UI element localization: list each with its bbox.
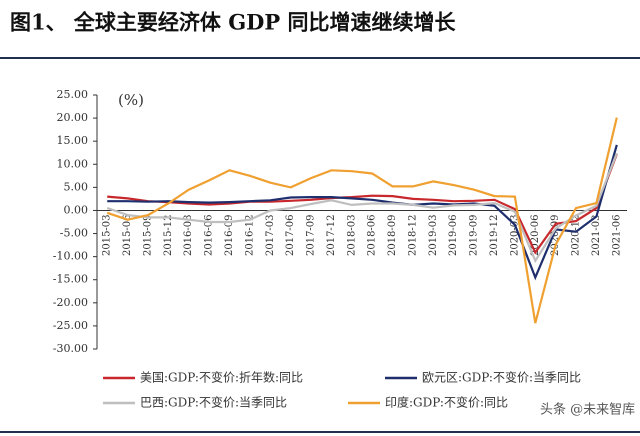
legend-label: 美国:GDP:不变价:折年数:同比 — [140, 370, 303, 385]
y-tick-label: -30.00 — [53, 342, 88, 355]
x-tick-label: 2017-09 — [306, 214, 317, 256]
y-tick-label: -20.00 — [53, 296, 88, 309]
x-tick-label: 2018-09 — [387, 214, 398, 256]
legend-label: 巴西:GDP:不变价:当季同比 — [140, 395, 287, 410]
y-tick-label: -15.00 — [53, 273, 88, 286]
y-tick-label: 0.00 — [64, 203, 89, 216]
y-tick-label: 25.00 — [57, 88, 89, 101]
x-tick-label: 2016-06 — [204, 214, 215, 256]
y-tick-label: 20.00 — [57, 111, 89, 124]
x-tick-label: 2017-03 — [265, 214, 276, 256]
x-tick-label: 2015-09 — [142, 214, 153, 256]
series-line — [106, 117, 618, 324]
x-tick-label: 2019-12 — [489, 214, 500, 256]
x-tick-label: 2015-12 — [163, 214, 174, 256]
x-tick-label: 2017-12 — [326, 214, 337, 256]
x-tick-label: 2019-06 — [448, 214, 459, 256]
series-line — [106, 152, 618, 264]
x-tick-label: 2020-03 — [509, 214, 520, 256]
x-tick-label: 2018-06 — [367, 214, 378, 256]
x-tick-label: 2021-03 — [591, 214, 602, 256]
y-tick-label: 5.00 — [64, 180, 89, 193]
x-tick-label: 2020-12 — [571, 214, 582, 256]
legend-label: 欧元区:GDP:不变价:当季同比 — [422, 370, 581, 385]
y-tick-label: 15.00 — [57, 134, 89, 147]
x-tick-label: 2015-03 — [102, 214, 113, 256]
series-line — [107, 153, 618, 255]
x-tick-label: 2017-06 — [285, 214, 296, 256]
x-tick-label: 2021-06 — [611, 214, 622, 256]
y-tick-label: -5.00 — [60, 227, 88, 240]
y-tick-label: -25.00 — [53, 319, 88, 332]
x-tick-label: 2019-09 — [469, 214, 480, 256]
y-tick-label: 10.00 — [57, 157, 89, 170]
legend-label: 印度:GDP:不变价:同比 — [385, 395, 508, 410]
x-tick-label: 2015-06 — [122, 214, 133, 256]
x-tick-label: 2019-03 — [428, 214, 439, 256]
x-tick-label: 2016-09 — [224, 214, 235, 256]
x-tick-label: 2020-09 — [550, 214, 561, 256]
x-tick-label: 2018-03 — [346, 214, 357, 256]
x-tick-label: 2016-03 — [183, 214, 194, 256]
x-tick-label: 2018-12 — [407, 214, 418, 256]
x-tick-label: 2020-06 — [530, 214, 541, 256]
series-line — [107, 144, 618, 281]
x-tick-label: 2016-12 — [244, 214, 255, 256]
y-tick-label: -10.00 — [53, 250, 88, 263]
chart-title: 图1、 全球主要经济体 GDP 同比增速继续增长 — [10, 10, 456, 35]
watermark: 头条 @未来智库 — [540, 402, 635, 418]
unit-label: (%) — [118, 91, 144, 109]
